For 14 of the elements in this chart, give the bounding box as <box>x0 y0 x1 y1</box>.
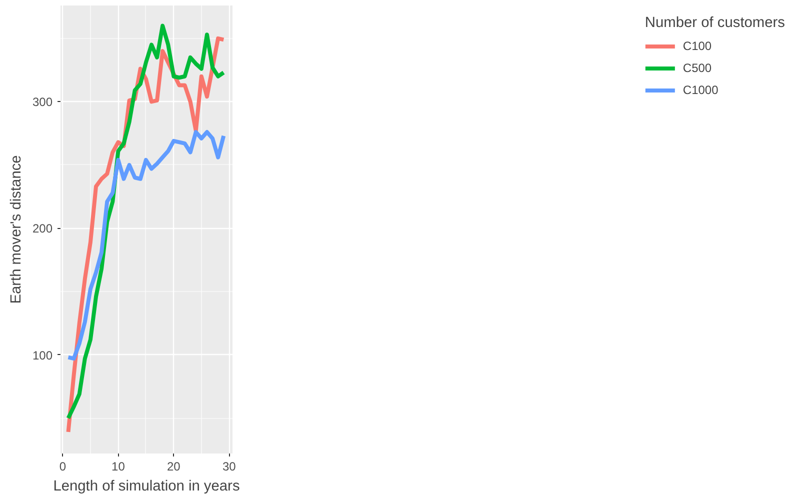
legend-label: C1000 <box>682 83 718 97</box>
legend-title: Number of customers <box>644 15 785 31</box>
y-tick-label: 200 <box>32 222 53 236</box>
line-series <box>66 130 226 361</box>
y-tick-label: 100 <box>32 348 53 362</box>
x-tick-label: 0 <box>59 460 66 474</box>
y-axis-title: Earth mover's distance <box>8 155 24 304</box>
x-tick-label: 10 <box>112 460 126 474</box>
x-axis-title: Length of simulation in years <box>53 478 240 494</box>
x-tick-label: 30 <box>222 460 236 474</box>
legend-label: C100 <box>682 39 712 53</box>
x-tick-label: 20 <box>167 460 181 474</box>
legend-label: C500 <box>682 61 712 75</box>
y-tick-label: 300 <box>32 95 53 110</box>
